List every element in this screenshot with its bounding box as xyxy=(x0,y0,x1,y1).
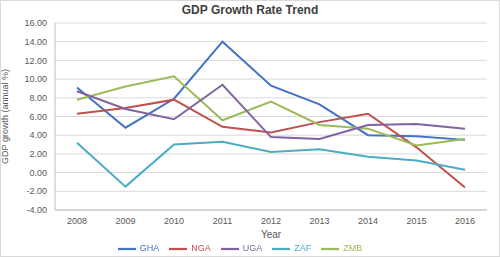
svg-text:14.00: 14.00 xyxy=(24,37,47,47)
html-text:GDP Growth Rate Trend: GDP Growth Rate Trend xyxy=(181,3,319,17)
svg-text:10.00: 10.00 xyxy=(24,74,47,84)
svg-text:2012: 2012 xyxy=(261,216,281,226)
svg-text:2011: 2011 xyxy=(213,216,232,226)
svg-text:12.00: 12.00 xyxy=(24,56,47,66)
html-text:UGA: UGA xyxy=(242,243,263,254)
svg-text:2008: 2008 xyxy=(67,216,87,226)
svg-text:2015: 2015 xyxy=(406,216,426,226)
svg-text:16.00: 16.00 xyxy=(24,19,47,28)
svg-text:8.00: 8.00 xyxy=(29,93,47,103)
svg-text:-4.00: -4.00 xyxy=(26,205,47,215)
svg-text:2010: 2010 xyxy=(164,216,184,226)
svg-text:2009: 2009 xyxy=(115,216,135,226)
svg-text:6.00: 6.00 xyxy=(29,112,47,122)
svg-text:2013: 2013 xyxy=(309,216,329,226)
svg-text:GDP growth (annual %): GDP growth (annual %) xyxy=(8,69,10,164)
html-text:ZMB: ZMB xyxy=(343,243,363,254)
svg-text:2.00: 2.00 xyxy=(29,149,47,159)
svg-text:Year: Year xyxy=(261,229,282,240)
svg-text:-2.00: -2.00 xyxy=(26,186,47,196)
svg-text:2014: 2014 xyxy=(358,216,378,226)
svg-text:2016: 2016 xyxy=(455,216,475,226)
html-text:GHA: GHA xyxy=(139,243,160,254)
html-text:ZAF: ZAF xyxy=(294,243,312,254)
html-text:NGA: NGA xyxy=(191,243,211,254)
svg-text:4.00: 4.00 xyxy=(29,130,47,140)
svg-text:0.00: 0.00 xyxy=(29,168,47,178)
